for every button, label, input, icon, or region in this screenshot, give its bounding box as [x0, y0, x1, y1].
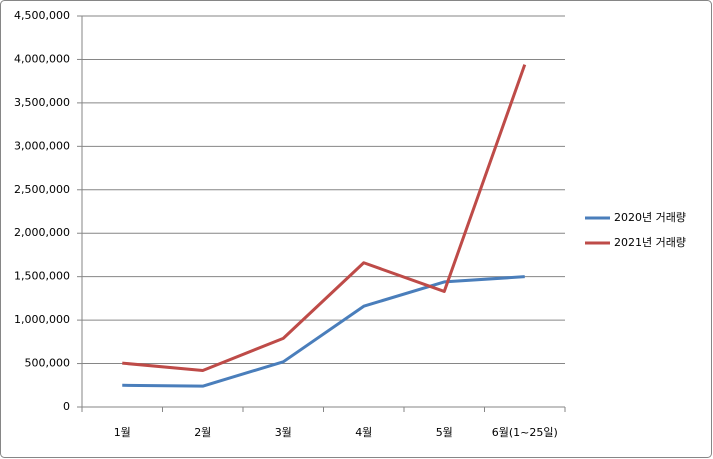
legend-label: 2020년 거래량	[614, 211, 686, 224]
y-tick-label: 4,500,000	[14, 9, 70, 22]
x-tick-label: 2월	[194, 426, 211, 439]
x-tick-label: 3월	[275, 426, 292, 439]
y-tick-label: 2,000,000	[14, 226, 70, 239]
y-tick-label: 3,500,000	[14, 96, 70, 109]
y-tick-label: 500,000	[25, 357, 71, 370]
y-tick-label: 0	[63, 400, 70, 413]
x-tick-label: 5월	[436, 426, 453, 439]
y-tick-label: 1,500,000	[14, 270, 70, 283]
y-tick-label: 1,000,000	[14, 313, 70, 326]
y-tick-label: 2,500,000	[14, 183, 70, 196]
series-line	[122, 275, 525, 388]
y-tick-label: 4,000,000	[14, 52, 70, 65]
x-tick-label: 1월	[114, 426, 131, 439]
x-tick-label: 6월(1~25일)	[492, 425, 558, 439]
y-tick-label: 3,000,000	[14, 139, 70, 152]
series-line	[122, 64, 527, 373]
legend-label: 2021년 거래량	[614, 236, 686, 249]
x-tick-label: 4월	[355, 426, 372, 439]
